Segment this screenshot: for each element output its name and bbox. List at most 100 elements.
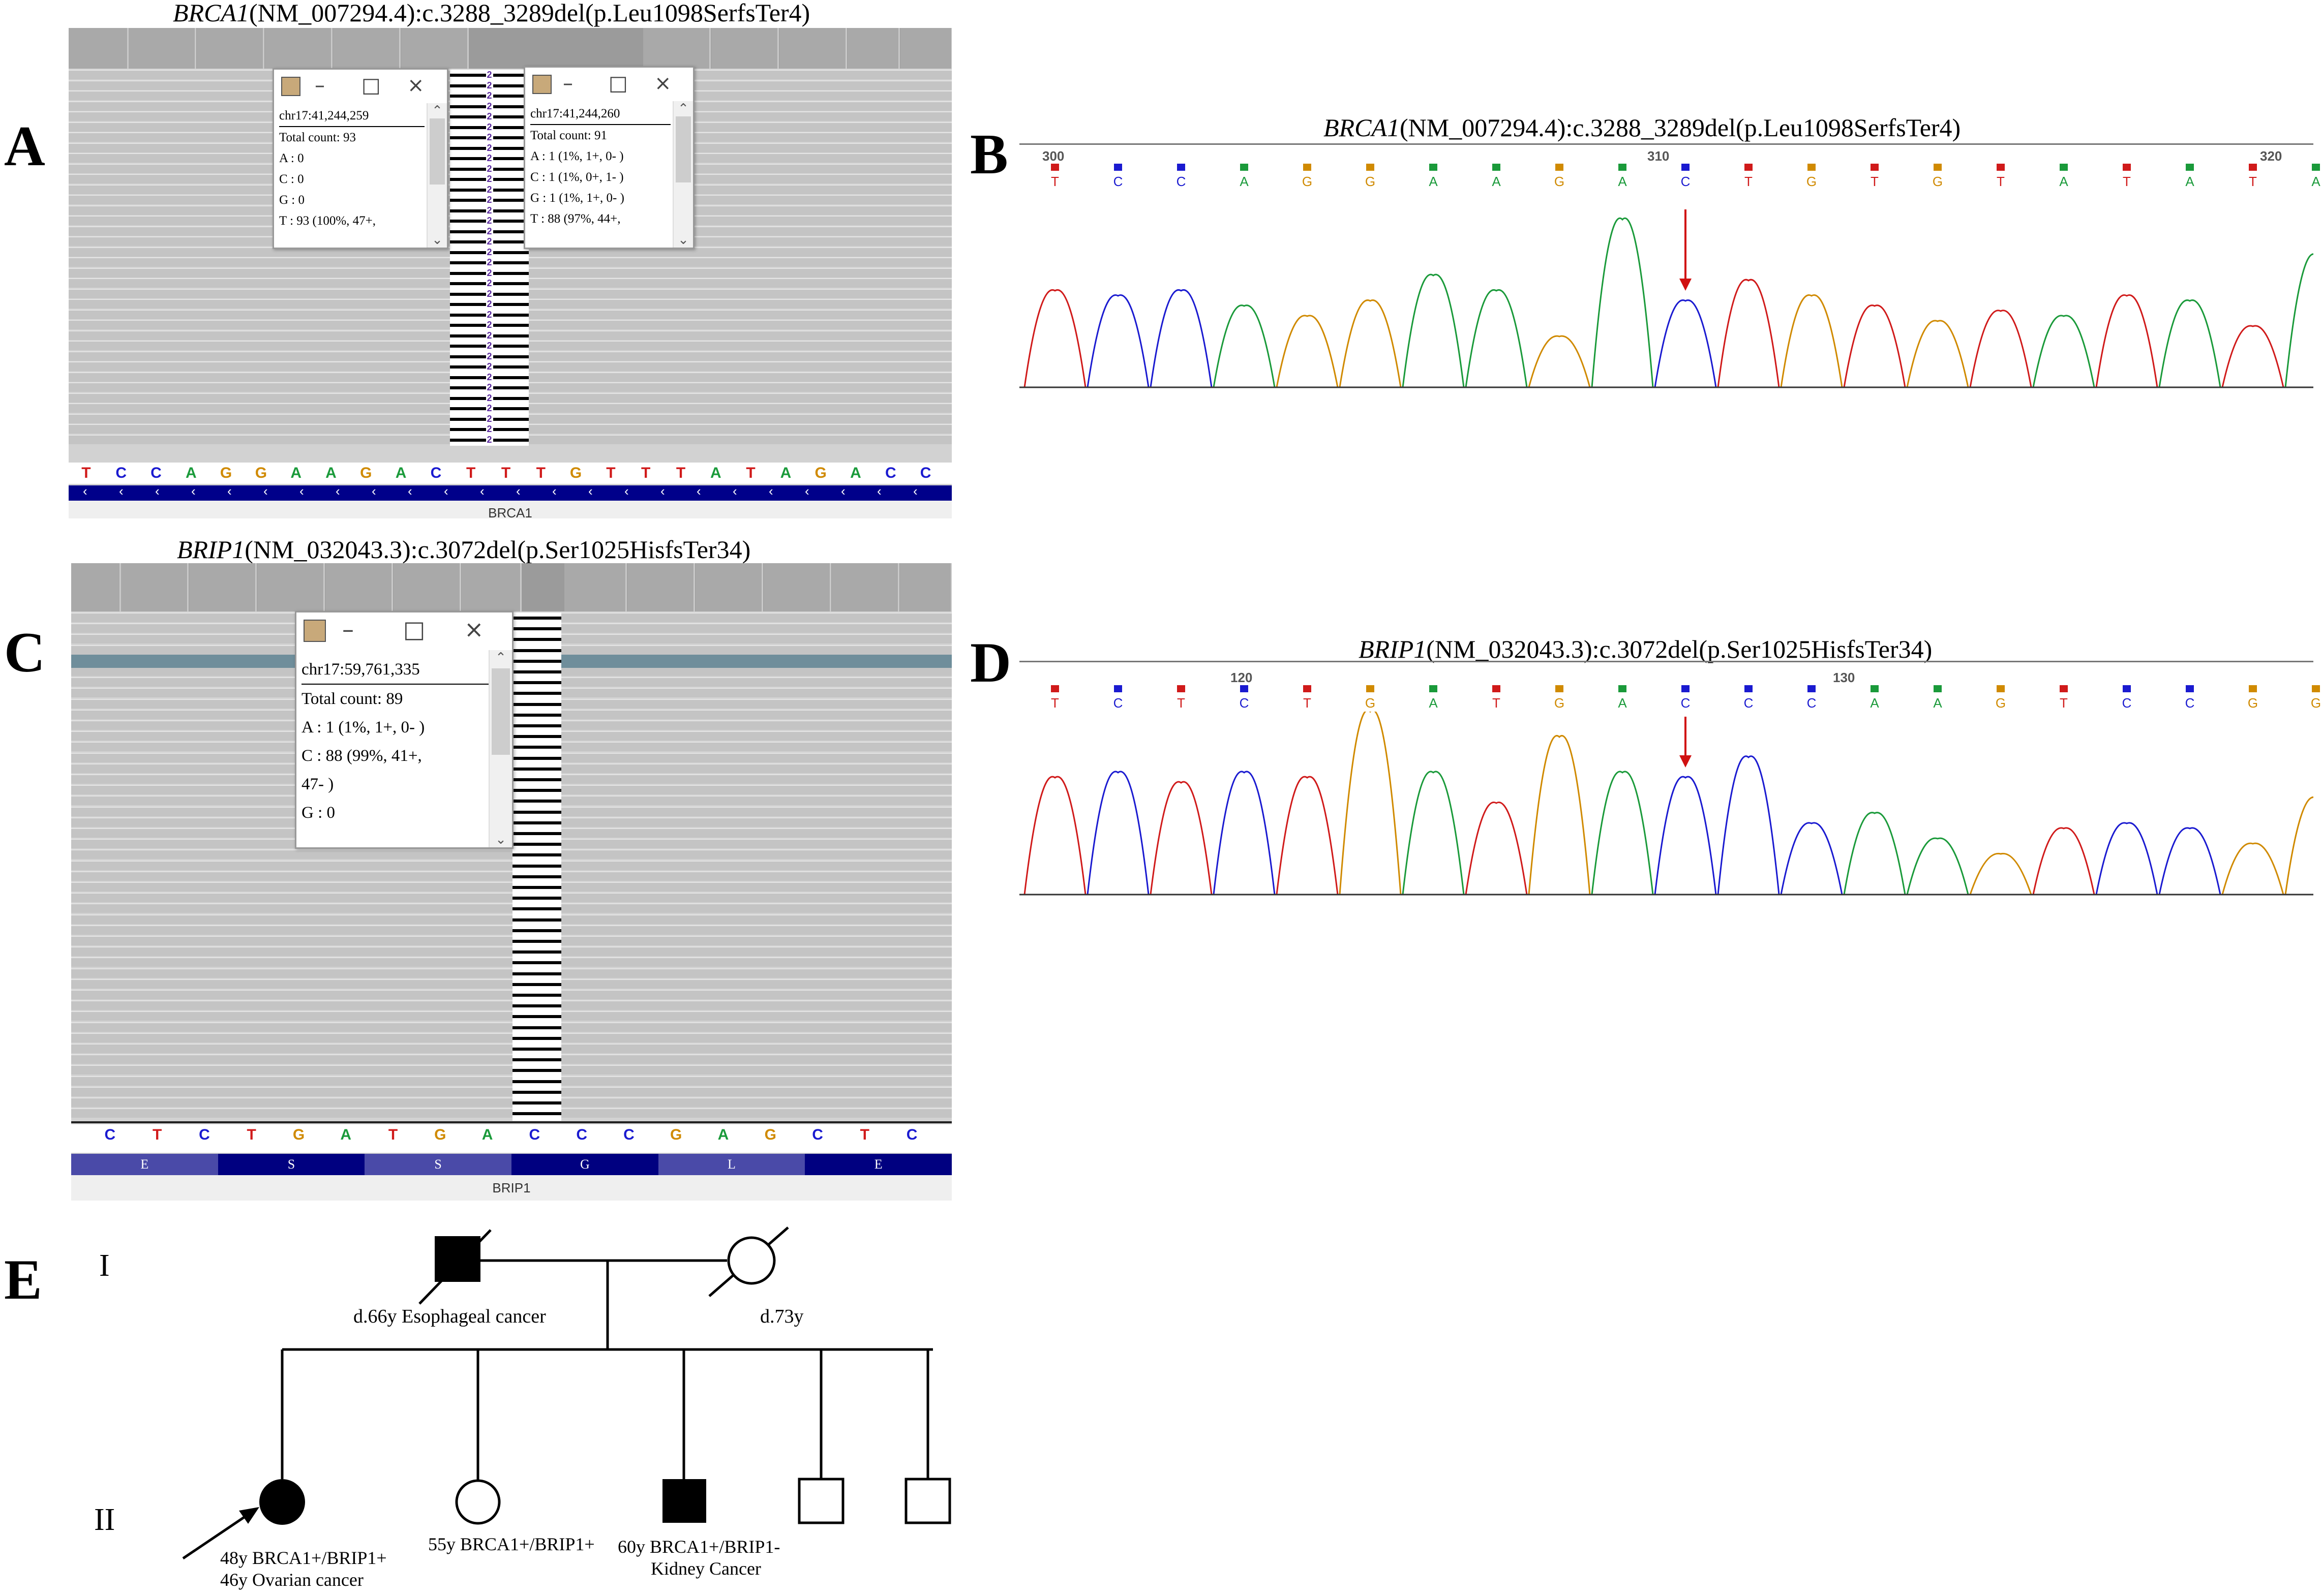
deletion-bar (512, 692, 561, 695)
deletion-count: 2 (486, 361, 493, 372)
base-call-marker (1051, 164, 1059, 171)
popup-scrollbar[interactable]: ⌃ ⌄ (673, 101, 693, 248)
read-row (71, 893, 952, 903)
deletion-bar (512, 681, 561, 685)
popup-body: chr17:41,244,259 Total count: 93 A : 0 C… (279, 105, 425, 231)
popup-line: G : 0 (301, 804, 335, 822)
base-call: T (1997, 174, 2005, 189)
minimize-icon[interactable]: – (563, 72, 573, 95)
reference-base: A (290, 465, 302, 481)
scroll-down-icon[interactable]: ⌄ (495, 832, 506, 847)
scroll-up-icon[interactable]: ⌃ (678, 101, 689, 116)
reference-base: T (746, 465, 756, 481)
strand-arrow-icon: ‹ (841, 483, 846, 499)
strand-arrow-icon: ‹ (119, 483, 124, 499)
deletion-bar (512, 918, 561, 922)
locus-popup-a1[interactable]: – □ × chr17:41,244,259 Total count: 93 A… (273, 68, 448, 249)
scroll-up-icon[interactable]: ⌃ (432, 103, 443, 118)
deletion-count: 2 (486, 70, 493, 80)
popup-line: 47- ) (301, 775, 334, 793)
base-call: A (2059, 174, 2068, 189)
scroll-thumb[interactable] (492, 668, 510, 755)
deletion-bar: 2 (450, 288, 529, 299)
reference-base: T (152, 1126, 162, 1143)
read-row (71, 1086, 952, 1096)
base-call-marker (1555, 685, 1563, 692)
close-icon[interactable]: × (654, 72, 672, 95)
proband-affected-circle-icon (259, 1479, 305, 1525)
scroll-up-icon[interactable]: ⌃ (495, 650, 506, 665)
read-row (71, 1108, 952, 1118)
base-call: C (1113, 695, 1123, 711)
reference-base: T (501, 465, 511, 481)
maximize-icon[interactable]: □ (609, 72, 628, 95)
popup-scrollbar[interactable]: ⌃ ⌄ (427, 103, 447, 248)
minimize-icon[interactable]: – (315, 74, 325, 97)
deletion-bar (512, 853, 561, 857)
base-call-marker (1114, 164, 1122, 171)
read-row (71, 946, 952, 957)
deletion-bar (512, 617, 561, 620)
deletion-count: 2 (486, 153, 493, 164)
deletion-count: 2 (486, 216, 493, 226)
deletion-count: 2 (486, 195, 493, 205)
scroll-thumb[interactable] (676, 116, 691, 182)
brother-diagnosis: Kidney Cancer (651, 1558, 761, 1579)
reference-base: A (395, 465, 407, 481)
locus-popup-a2[interactable]: – □ × chr17:41,244,260 Total count: 91 A… (524, 66, 695, 249)
base-call: C (2185, 695, 2195, 711)
popup-scrollbar[interactable]: ⌃ ⌄ (489, 650, 512, 847)
panel-b-title-gene: BRCA1 (1323, 113, 1400, 142)
panel-label-d: D (970, 631, 1011, 694)
position-tick: 320 (2260, 148, 2282, 164)
deletion-bar: 2 (450, 257, 529, 268)
reference-base: C (906, 1126, 918, 1143)
deletion-bar: 2 (450, 111, 529, 122)
deletion-bar: 2 (450, 320, 529, 330)
base-call: A (1240, 174, 1249, 189)
maximize-icon[interactable]: □ (361, 74, 381, 97)
base-call: G (1554, 174, 1565, 189)
reference-base: A (325, 465, 337, 481)
locus-popup-c[interactable]: – □ × chr17:59,761,335 Total count: 89 A… (295, 611, 514, 849)
reference-base: C (430, 465, 442, 481)
reference-base: C (623, 1126, 635, 1143)
popup-line: Total count: 93 (279, 131, 356, 144)
panel-a-title: BRCA1(NM_007294.4):c.3288_3289del(p.Leu1… (173, 0, 810, 27)
reference-base: A (780, 465, 792, 481)
reference-base: T (641, 465, 651, 481)
base-call: A (2311, 174, 2320, 189)
reference-base: T (247, 1126, 256, 1143)
deletion-bar: 2 (450, 70, 529, 80)
minimize-icon[interactable]: – (342, 616, 354, 643)
read-row (71, 860, 952, 870)
strand-arrow-icon: ‹ (155, 483, 160, 499)
amino-acid-block: E (805, 1154, 952, 1175)
panel-label-b: B (970, 123, 1008, 186)
scroll-thumb[interactable] (430, 118, 445, 185)
reference-base: T (536, 465, 546, 481)
popup-line: C : 1 (1%, 0+, 1- ) (530, 170, 624, 184)
strand-arrow-icon: ‹ (516, 483, 521, 499)
deletion-count: 2 (486, 372, 493, 383)
base-call-marker (2186, 685, 2194, 692)
base-call-marker (2312, 164, 2320, 171)
deletion-bar (512, 724, 561, 727)
scroll-down-icon[interactable]: ⌄ (432, 232, 443, 248)
reference-base: C (576, 1126, 587, 1143)
scroll-down-icon[interactable]: ⌄ (678, 232, 689, 248)
deletion-bar (512, 875, 561, 878)
reference-base: C (199, 1126, 210, 1143)
reference-base: C (115, 465, 127, 481)
reference-base: G (434, 1126, 446, 1143)
deletion-bar (512, 897, 561, 900)
close-icon[interactable]: × (407, 74, 425, 97)
close-icon[interactable]: × (464, 616, 484, 643)
maximize-icon[interactable]: □ (403, 616, 426, 643)
deletion-bar: 2 (450, 382, 529, 393)
popup-line: T : 93 (100%, 47+, (279, 214, 376, 228)
chromatogram-brip1: 120 130 T C T C T G A T G A C C C A A G T C C G G (1019, 661, 2321, 925)
deletion-bar (512, 972, 561, 975)
deletion-bar (512, 994, 561, 997)
deletion-count: 2 (486, 382, 493, 393)
